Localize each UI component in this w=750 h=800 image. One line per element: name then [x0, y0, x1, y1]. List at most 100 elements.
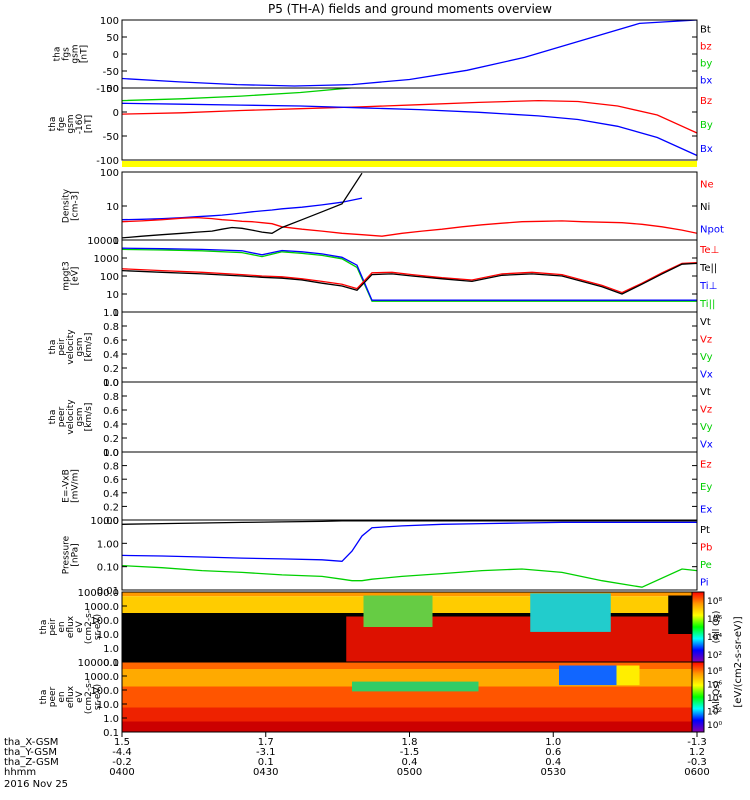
colorbar-tick-label: 10⁸ [707, 597, 722, 607]
legend-entry: Vy [700, 352, 713, 363]
footer-value-z: -0.2 [112, 757, 132, 768]
y-tick-label: -100 [96, 84, 119, 95]
footer-value-z: 0.4 [545, 757, 561, 768]
y-tick-label: 0.10 [97, 563, 119, 574]
y-axis-label-line: (cm2-s- [84, 680, 94, 714]
legend-entry: Ex [700, 505, 712, 516]
y-tick-label: 1.0 [103, 448, 119, 459]
y-axis-label-line: peir [57, 338, 67, 356]
series-line-Ti⊥ [122, 247, 697, 301]
status-bar [122, 161, 697, 167]
y-tick-label: 1000.0 [84, 602, 119, 613]
panel-peir_spec: 10000.0 1000.0 100.0 10.0 1.0 0.1 tha peir en efl… [39, 588, 698, 669]
colorbar-tick-label: 10⁶ [707, 615, 722, 625]
y-axis-label-line: velocity [66, 329, 76, 365]
y-axis-label-line: eflux [66, 685, 76, 708]
spectrogram-band [616, 665, 640, 686]
y-tick-label: 1.0 [103, 644, 119, 655]
legend-entry: by [700, 59, 712, 70]
spectrogram-band [122, 669, 697, 687]
footer-value-x: 1.0 [545, 737, 561, 748]
panel-density: 100 10 1 Density [cm-3] Ne Ni Npot [62, 168, 724, 247]
legend-entry: Bz [700, 96, 712, 107]
y-axis-label-line: en [57, 621, 67, 632]
panel-frame [121, 171, 698, 241]
panel-frame [121, 311, 698, 383]
series-group [122, 172, 697, 239]
legend-entry: Ni [700, 202, 710, 213]
legend-entry: Vx [700, 439, 713, 450]
y-axis-label-line: sr-eV) [93, 684, 103, 710]
y-tick-label: 100.0 [90, 686, 119, 697]
colorbar-label-text: [eV/(cm2-s-sr-eV)] [733, 616, 744, 707]
y-axis-label-line: Pressure [62, 535, 72, 574]
series-line-Pt [122, 520, 697, 525]
spectrogram-band [363, 595, 433, 627]
y-axis-label: E=-VxB [mV/m] [62, 469, 81, 503]
colorbar-inner-label: (All Qs) [712, 611, 722, 644]
colorbar-tick-label: 10² [707, 708, 722, 718]
spectrogram-band [122, 686, 697, 708]
y-axis-label-line: eV [75, 620, 85, 633]
series-line-Te⊥ [122, 262, 697, 294]
y-axis-label-line: fge [57, 116, 67, 131]
series-line-Bx [122, 102, 697, 157]
colorbar-tick-label: 10⁴ [707, 633, 722, 643]
y-tick-label: 100 [100, 16, 119, 27]
y-axis-label: tha peer velocity gsm [km/s] [48, 399, 94, 435]
y-axis-label-line: en [57, 691, 67, 702]
footer-value-z: 0.1 [258, 757, 274, 768]
y-tick-label: -100 [96, 156, 119, 167]
colorbar [691, 591, 705, 663]
panel-fge: 50 0 -50 -100 tha fge gsm -160 [nT] Bz By Bx [48, 84, 713, 167]
series-line-Ni [122, 172, 363, 239]
y-axis-label: tha fge gsm -160 [nT] [48, 114, 94, 135]
y-axis-label-line: gsm [66, 114, 76, 133]
series-line-Te|| [122, 262, 697, 295]
y-tick-label: 100 [100, 272, 119, 283]
legend-entry: Ey [700, 482, 712, 493]
footer-value-time: 0600 [684, 767, 709, 778]
footer-row-label: hhmm [4, 767, 36, 778]
colorbar-inner-label-text: (All Qs) [712, 611, 722, 644]
y-axis-label-line: [nT] [80, 45, 90, 63]
y-tick-label: 0.2 [103, 434, 119, 445]
footer-row-label: tha_X-GSM [4, 737, 58, 748]
panel-temp: 10000 1000 100 10 1 mpgt3 [eV] Te⊥ Te|| Ti⊥ Ti|| [62, 236, 720, 319]
legend-entry: Vz [700, 334, 712, 345]
panel-frame [121, 87, 698, 161]
y-axis-label: Density [cm-3] [62, 188, 81, 223]
y-axis-label-line: [mV/m] [71, 469, 81, 503]
y-axis-label-line: [nT] [84, 115, 94, 133]
legend-entry: bx [700, 76, 712, 87]
panel-efield: 1.0 0.8 0.6 0.4 0.2 0.0 E=-VxB [mV/m] Ez Ey Ex [62, 448, 713, 527]
y-tick-label: 0.0 [103, 516, 119, 527]
legend-entry: Bt [700, 25, 711, 36]
footer-value-z: -0.3 [687, 757, 707, 768]
colorbar-tick-label: 10² [707, 651, 722, 661]
y-tick-label: 1.0 [103, 378, 119, 389]
y-tick-label: 0.6 [103, 406, 119, 417]
legend-entry: Pb [700, 542, 712, 553]
footer-row-label: tha_Z-GSM [4, 757, 59, 768]
legend-entry: Ti⊥ [699, 281, 717, 292]
legend-entry: Vz [700, 404, 712, 415]
legend-entry: By [700, 120, 713, 131]
footer-value-time: 0500 [397, 767, 422, 778]
y-axis-label-line: [km/s] [84, 403, 94, 432]
legend-entry: Pe [700, 560, 712, 571]
series-line-Ne [122, 216, 697, 237]
y-tick-label: 0.01 [97, 586, 119, 597]
legend-entry: Te|| [699, 263, 717, 274]
panel-peer_vel: 1.0 0.8 0.6 0.4 0.2 0.0 tha peer velocity gsm [km/… [48, 378, 713, 459]
y-axis-label: tha peir velocity gsm [km/s] [48, 329, 94, 365]
colorbar-tick-label: 10⁸ [707, 667, 722, 677]
y-axis-label-line: [eV] [71, 267, 81, 286]
legend-entry: Ez [700, 459, 712, 470]
footer-value-y: -3.1 [256, 747, 276, 758]
legend-entry: Ne [700, 179, 714, 190]
colorbar-inner-label: (All Qs) [712, 681, 722, 714]
y-axis-label: tha peir en eflux eV (cm2-s-sr-eV) [39, 610, 103, 644]
